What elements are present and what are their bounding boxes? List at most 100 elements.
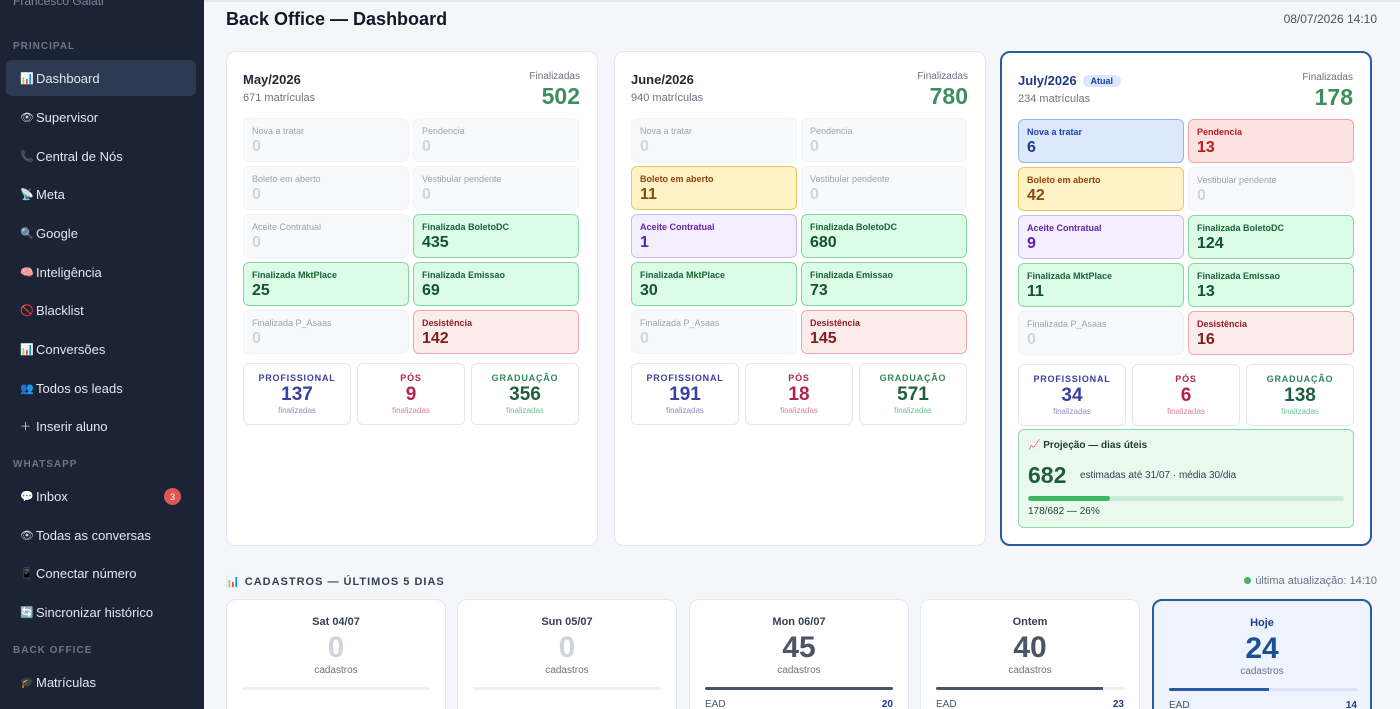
stat-boleto-em-aberto[interactable]: Boleto em aberto 11 — [631, 166, 797, 210]
stat-desistencia[interactable]: Desistência 16 — [1188, 311, 1354, 355]
stat-vestibular-pendente[interactable]: Vestibular pendente 0 — [413, 166, 579, 210]
stat-finalizada-mktplace[interactable]: Finalizada MktPlace 30 — [631, 262, 797, 306]
day-ead-row: EAD 23 — [936, 699, 1124, 709]
stat-value: 0 — [252, 138, 261, 155]
stat-finalizada-p-asaas[interactable]: Finalizada P_Asaas 0 — [1018, 311, 1184, 355]
category-profissional: PROFISSIONAL 34 finalizadas — [1018, 364, 1126, 426]
stat-finalizada-p-asaas[interactable]: Finalizada P_Asaas 0 — [631, 310, 797, 354]
stat-value: 69 — [422, 282, 440, 299]
graduation-cap-icon: 🎓 — [20, 676, 34, 689]
category-graduacao: GRADUAÇÃO 356 finalizadas — [471, 363, 579, 425]
stat-finalizada-boletodc[interactable]: Finalizada BoletoDC 435 — [413, 214, 579, 258]
stat-aceite-contratual[interactable]: Aceite Contratual 1 — [631, 214, 797, 258]
sidebar-item-supervisor[interactable]: 👁 Supervisor — [6, 99, 196, 135]
stat-finalizada-mktplace[interactable]: Finalizada MktPlace 11 — [1018, 263, 1184, 307]
stat-finalizada-emissao[interactable]: Finalizada Emissao 13 — [1188, 263, 1354, 307]
sidebar-item-meta[interactable]: 📡 Meta — [6, 176, 196, 212]
stat-aceite-contratual[interactable]: Aceite Contratual 0 — [243, 214, 409, 258]
category-label: PROFISSIONAL — [646, 373, 724, 383]
sidebar-item-conectar-numero[interactable]: 📱 Conectar número — [6, 555, 196, 591]
mobile-phone-icon: 📱 — [20, 567, 34, 580]
stat-desistencia[interactable]: Desistência 142 — [413, 310, 579, 354]
finalizadas-value: 178 — [1314, 84, 1353, 110]
last-update-status: última atualização: 14:10 — [1244, 575, 1377, 587]
category-label: PROFISSIONAL — [258, 373, 336, 383]
category-sub: finalizadas — [666, 406, 704, 415]
ead-value: 14 — [1345, 700, 1357, 709]
month-card-may: May/2026 671 matrículas Finalizadas 502 Nova… — [226, 51, 598, 546]
day-card: Sun 05/07 0 cadastros — [457, 599, 677, 709]
stat-value: 6 — [1027, 139, 1036, 156]
sidebar-item-todas-as-conversas[interactable]: 👁 Todas as conversas — [6, 517, 196, 553]
search-icon: 🔍 — [20, 227, 34, 240]
stat-label: Vestibular pendente — [810, 174, 890, 184]
finalizadas-label: Finalizadas — [917, 71, 968, 82]
stat-boleto-em-aberto[interactable]: Boleto em aberto 0 — [243, 166, 409, 210]
stat-boleto-em-aberto[interactable]: Boleto em aberto 42 — [1018, 167, 1184, 211]
sidebar-item-label: Matrículas — [36, 674, 96, 690]
sidebar-item-sincronizar-historico[interactable]: 🔄 Sincronizar histórico — [6, 594, 196, 630]
stat-label: Desistência — [422, 318, 473, 328]
day-card: Sat 04/07 0 cadastros — [226, 599, 446, 709]
last-update-label: última atualização: 14:10 — [1255, 575, 1377, 587]
stat-finalizada-emissao[interactable]: Finalizada Emissao 73 — [801, 262, 967, 306]
stat-pendencia[interactable]: Pendencia 13 — [1188, 119, 1354, 163]
day-sub: cadastros — [777, 665, 821, 676]
sidebar-item-inteligencia[interactable]: 🧠 Inteligência — [6, 254, 196, 290]
day-name: Sat 04/07 — [312, 616, 360, 628]
category-sub: finalizadas — [392, 406, 430, 415]
sidebar-item-central-de-nos[interactable]: 📞 Central de Nós — [6, 138, 196, 174]
sidebar-item-todos-os-leads[interactable]: 👥 Todos os leads — [6, 370, 196, 406]
sidebar-item-matriculas[interactable]: 🎓 Matrículas — [6, 664, 196, 700]
sidebar-item-inbox[interactable]: 💬 Inbox 3 — [6, 478, 196, 514]
stat-label: Aceite Contratual — [1027, 223, 1102, 233]
stat-finalizada-p-asaas[interactable]: Finalizada P_Asaas 0 — [243, 310, 409, 354]
stat-pendencia[interactable]: Pendencia 0 — [413, 118, 579, 162]
day-sub: cadastros — [1008, 665, 1052, 676]
stat-value: 142 — [422, 330, 449, 347]
stat-nova-a-tratar[interactable]: Nova a tratar 6 — [1018, 119, 1184, 163]
stat-value: 0 — [422, 186, 431, 203]
category-pos: PÓS 6 finalizadas — [1132, 364, 1240, 426]
stat-value: 0 — [640, 138, 649, 155]
sidebar-item-label: Conversões — [36, 341, 106, 357]
sidebar-item-google[interactable]: 🔍 Google — [6, 215, 196, 251]
stat-finalizada-boletodc[interactable]: Finalizada BoletoDC 124 — [1188, 215, 1354, 259]
sidebar-item-inserir-aluno[interactable]: ＋ Inserir aluno — [6, 408, 196, 444]
day-ead-row: EAD 20 — [705, 699, 893, 709]
sidebar: Francesco Galati PRINCIPAL 📊 Dashboard 👁… — [0, 0, 204, 709]
day-card: Mon 06/07 45 cadastros EAD 20 — [689, 599, 909, 709]
stat-label: Finalizada MktPlace — [1027, 271, 1113, 281]
stat-value: 0 — [252, 330, 261, 347]
month-card-june: June/2026 940 matrículas Finalizadas 780 Nov… — [614, 51, 986, 546]
stat-aceite-contratual[interactable]: Aceite Contratual 9 — [1018, 215, 1184, 259]
stat-label: Finalizada Emissao — [1197, 271, 1281, 281]
stat-nova-a-tratar[interactable]: Nova a tratar 0 — [631, 118, 797, 162]
stat-label: Finalizada BoletoDC — [422, 222, 510, 232]
day-sub: cadastros — [1240, 666, 1284, 677]
sidebar-section-principal: PRINCIPAL — [13, 41, 76, 52]
stat-vestibular-pendente[interactable]: Vestibular pendente 0 — [801, 166, 967, 210]
month-label: July/2026 — [1018, 73, 1077, 88]
stat-pendencia[interactable]: Pendencia 0 — [801, 118, 967, 162]
stat-vestibular-pendente[interactable]: Vestibular pendente 0 — [1188, 167, 1354, 211]
sidebar-item-blacklist[interactable]: 🚫 Blacklist — [6, 292, 196, 328]
day-value: 24 — [1245, 632, 1279, 665]
stat-finalizada-mktplace[interactable]: Finalizada MktPlace 25 — [243, 262, 409, 306]
day-value: 40 — [1013, 631, 1047, 664]
stat-finalizada-emissao[interactable]: Finalizada Emissao 69 — [413, 262, 579, 306]
sidebar-item-conversoes[interactable]: 📊 Conversões — [6, 331, 196, 367]
stat-finalizada-boletodc[interactable]: Finalizada BoletoDC 680 — [801, 214, 967, 258]
stat-label: Finalizada Emissao — [810, 270, 894, 280]
stat-nova-a-tratar[interactable]: Nova a tratar 0 — [243, 118, 409, 162]
projection-progress-bar — [1028, 496, 1344, 501]
sidebar-item-label: Inserir aluno — [36, 418, 108, 434]
projection-title: 📈 Projeção — dias úteis — [1028, 440, 1148, 451]
day-name: Mon 06/07 — [772, 616, 826, 628]
stat-desistencia[interactable]: Desistência 145 — [801, 310, 967, 354]
day-progress-bar — [705, 687, 893, 690]
category-profissional: PROFISSIONAL 137 finalizadas — [243, 363, 351, 425]
projection-value: 682 — [1028, 462, 1067, 488]
phone-icon: 📞 — [20, 150, 34, 163]
sidebar-item-dashboard[interactable]: 📊 Dashboard — [6, 60, 196, 96]
